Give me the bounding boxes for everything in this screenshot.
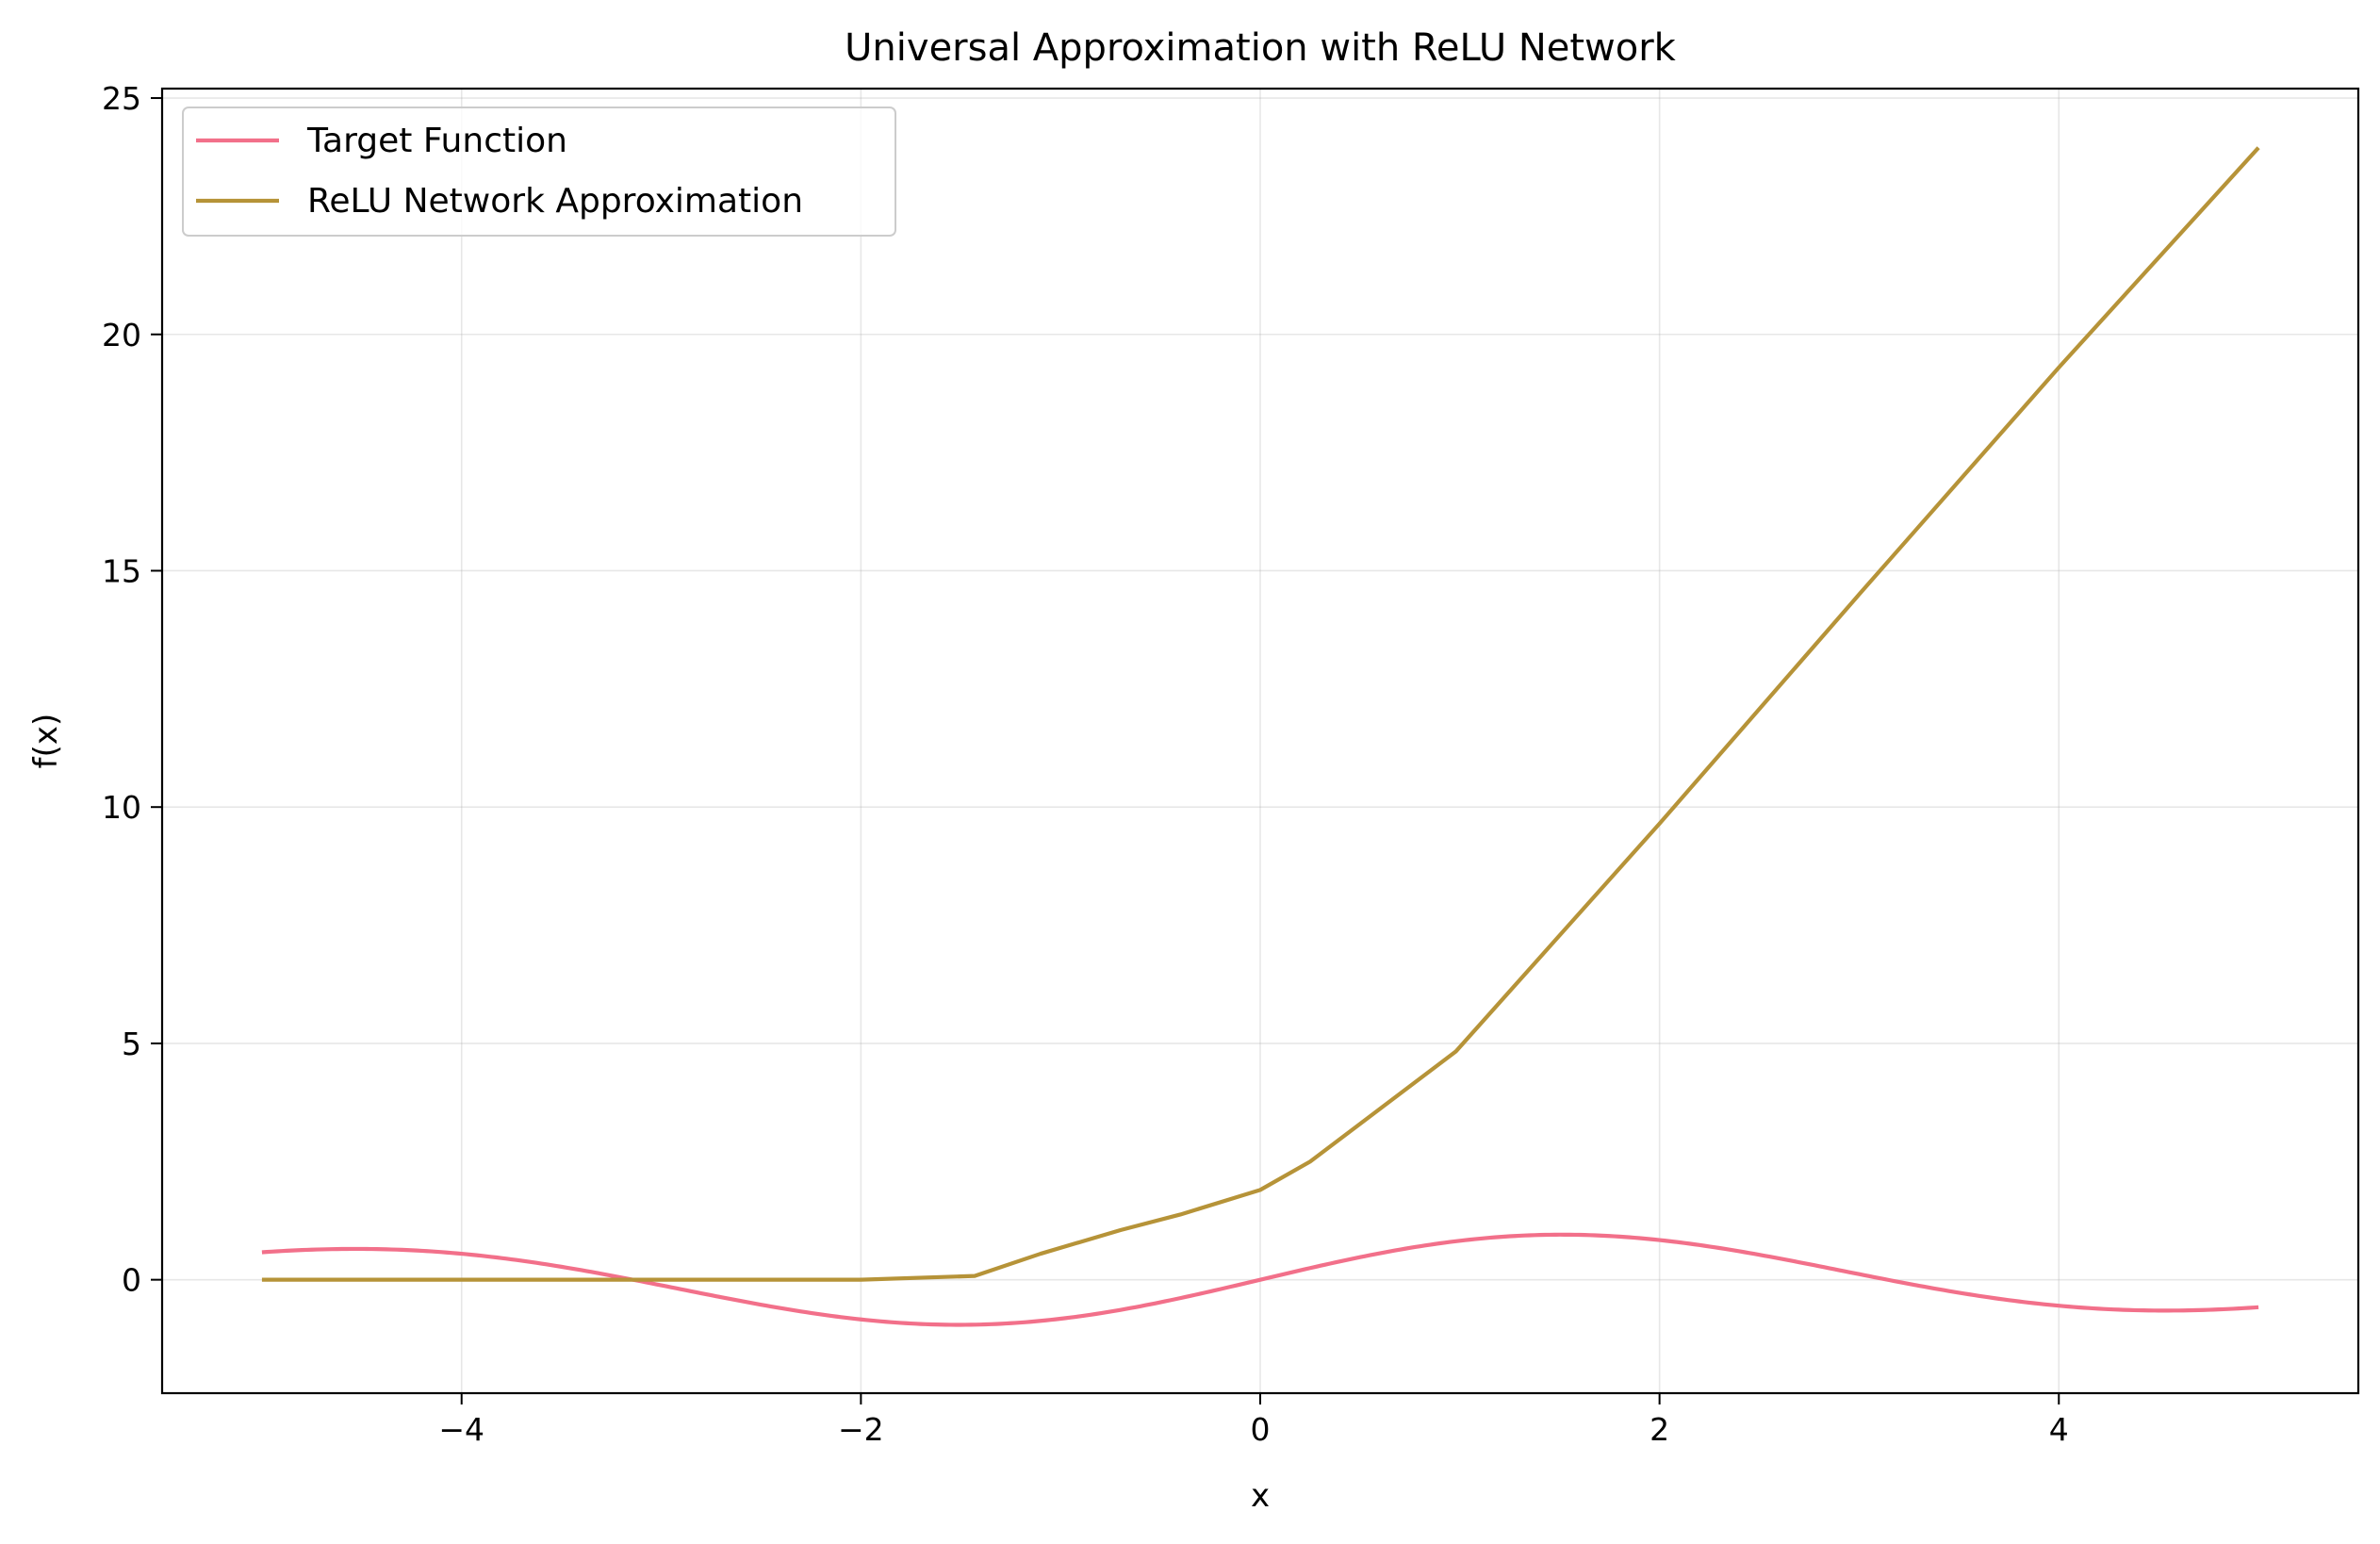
y-tick-label: 15 (102, 552, 141, 589)
x-tick-label: −4 (438, 1411, 484, 1448)
legend-label: ReLU Network Approximation (307, 182, 803, 221)
y-axis-label: f(x) (27, 714, 65, 769)
grid-lines (162, 89, 2358, 1393)
series-line-relu-network-approximation (261, 146, 2260, 1282)
chart-title: Universal Approximation with ReLU Networ… (845, 26, 1677, 70)
x-tick-label: 2 (1650, 1411, 1669, 1448)
y-tick-label: 25 (102, 80, 141, 117)
axes: −4 −2 0 2 4 0 5 10 15 20 25 (102, 80, 2360, 1448)
x-tick-label: 4 (2049, 1411, 2069, 1448)
legend-label: Target Function (306, 122, 567, 160)
x-tick-label: −2 (838, 1411, 884, 1448)
x-axis-label: x (1251, 1477, 1270, 1515)
x-tick-label: 0 (1251, 1411, 1271, 1448)
legend: Target Function ReLU Network Approximatio… (182, 107, 896, 237)
series-line-target-function (261, 1232, 2259, 1327)
y-tick-label: 20 (102, 317, 141, 353)
series-lines (261, 146, 2260, 1327)
y-tick-label: 0 (122, 1262, 141, 1299)
y-tick-label: 5 (122, 1026, 141, 1062)
legend-box (182, 107, 896, 237)
y-tick-label: 10 (102, 789, 141, 826)
